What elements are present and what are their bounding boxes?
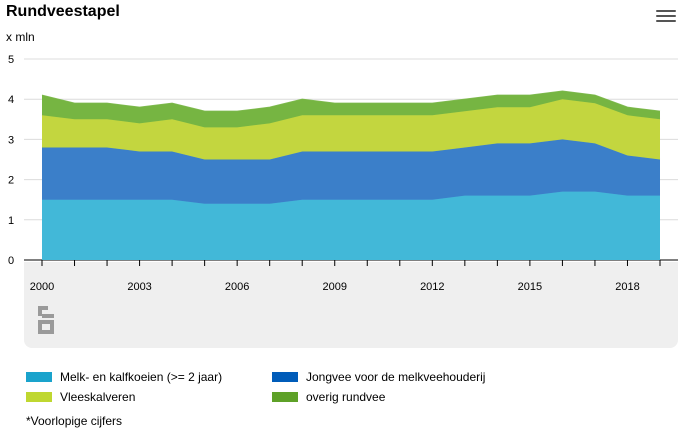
y-tick-label: 3 xyxy=(8,134,14,146)
y-tick-label: 0 xyxy=(8,255,14,267)
x-tick-label: 2006 xyxy=(225,281,249,293)
legend-swatch xyxy=(272,392,298,402)
legend-swatch xyxy=(26,392,52,402)
legend-label: overig rundvee xyxy=(306,390,386,404)
x-tick-label: 2009 xyxy=(322,281,346,293)
y-tick-label: 2 xyxy=(8,175,14,187)
area-series-4 xyxy=(42,91,660,128)
chart-title: Rundveestapel xyxy=(6,3,120,20)
x-tick-label: 2000 xyxy=(30,281,54,293)
x-tick-label: 2012 xyxy=(420,281,444,293)
legend-swatch xyxy=(26,372,52,382)
x-tick-label: 2003 xyxy=(127,281,151,293)
y-tick-label: 1 xyxy=(8,215,14,227)
y-tick-label: 5 xyxy=(8,54,14,66)
area-series-3 xyxy=(42,99,660,160)
x-tick-label: 2018 xyxy=(615,281,639,293)
area-series-2 xyxy=(42,139,660,204)
area-series-1 xyxy=(42,191,660,260)
series-line-4 xyxy=(41,90,661,112)
y-tick-label: 4 xyxy=(8,94,14,106)
cbs-logo-icon xyxy=(38,306,54,334)
y-axis-unit-label: x mln xyxy=(6,30,35,44)
legend-swatch xyxy=(272,372,298,382)
legend-label: Melk- en kalfkoeien (>= 2 jaar) xyxy=(60,370,223,384)
menu-icon[interactable] xyxy=(656,10,676,26)
footnote: *Voorlopige cijfers xyxy=(26,414,123,428)
legend-label: Vleeskalveren xyxy=(60,390,136,404)
legend-label: Jongvee voor de melkveehouderij xyxy=(306,370,486,384)
x-axis-panel xyxy=(24,262,678,348)
x-tick-label: 2015 xyxy=(518,281,542,293)
